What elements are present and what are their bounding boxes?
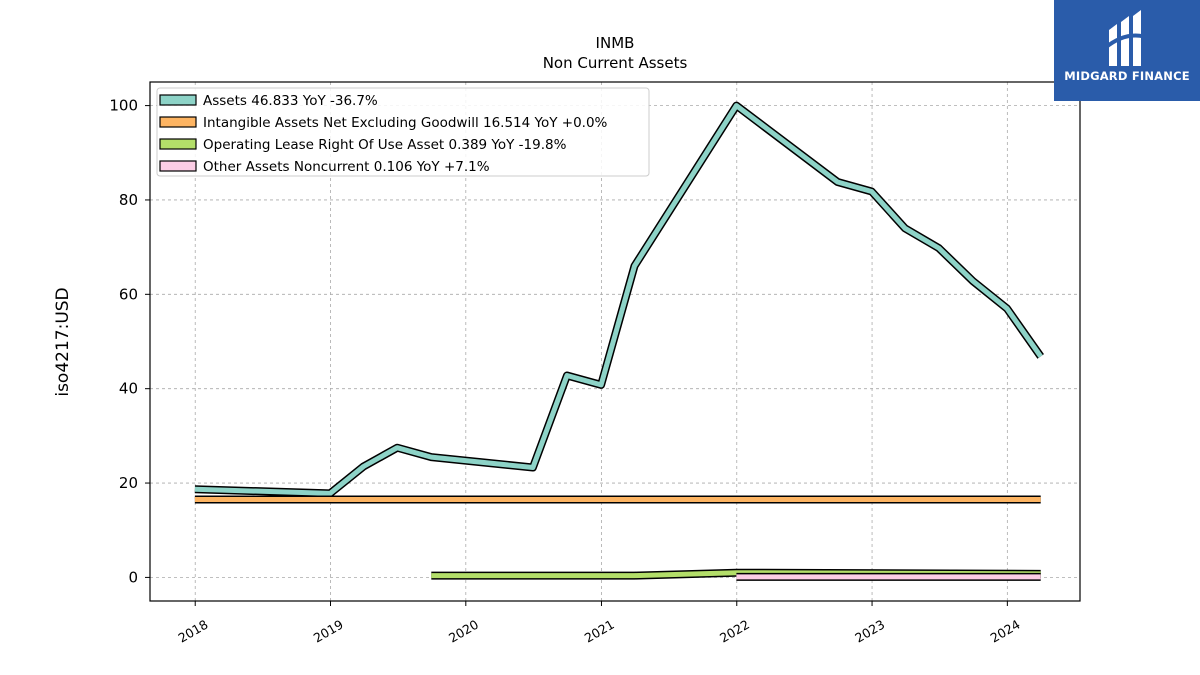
legend-label: Assets 46.833 YoY -36.7% [203, 93, 378, 109]
y-tick-label: 100 [109, 97, 138, 115]
legend-label: Operating Lease Right Of Use Asset 0.389… [203, 137, 567, 153]
logo-text: MIDGARD FINANCE [1064, 69, 1190, 83]
x-tick-label: 2019 [311, 617, 346, 646]
legend-box [156, 87, 650, 177]
y-tick-label: 80 [119, 191, 138, 209]
axis-ticks: 0 20 40 60 80 100 2018 2019 2020 2021 2022 2023 2024 [109, 97, 1022, 646]
series-group [194, 101, 1044, 581]
x-tick-label: 2022 [717, 617, 752, 646]
midgard-logo-icon [1103, 10, 1150, 66]
chart-title: INMB [596, 34, 635, 52]
x-tick-label: 2023 [852, 617, 887, 646]
legend-label: Other Assets Noncurrent 0.106 YoY +7.1% [203, 159, 490, 175]
legend-swatch [159, 116, 197, 128]
chart-subtitle: Non Current Assets [543, 54, 688, 72]
y-tick-label: 0 [128, 568, 138, 586]
plot-frame [149, 81, 1081, 602]
legend-label: Intangible Assets Net Excluding Goodwill… [203, 115, 608, 131]
x-tick-label: 2018 [175, 617, 210, 646]
legend-swatch [159, 160, 197, 172]
x-tick-label: 2021 [582, 617, 617, 646]
x-tick-label: 2020 [446, 617, 481, 646]
series-line-0 [194, 103, 1043, 496]
x-tick-label: 2024 [988, 617, 1023, 646]
y-tick-label: 20 [119, 474, 138, 492]
y-tick-label: 40 [119, 380, 138, 398]
y-axis-label: iso4217:USD [53, 287, 73, 396]
y-tick-label: 60 [119, 285, 138, 303]
legend: Assets 46.833 YoY -36.7% Intangible Asset… [156, 87, 650, 177]
legend-swatch [159, 138, 197, 150]
legend-swatch [159, 94, 197, 106]
midgard-finance-logo: MIDGARD FINANCE [1054, 0, 1200, 101]
